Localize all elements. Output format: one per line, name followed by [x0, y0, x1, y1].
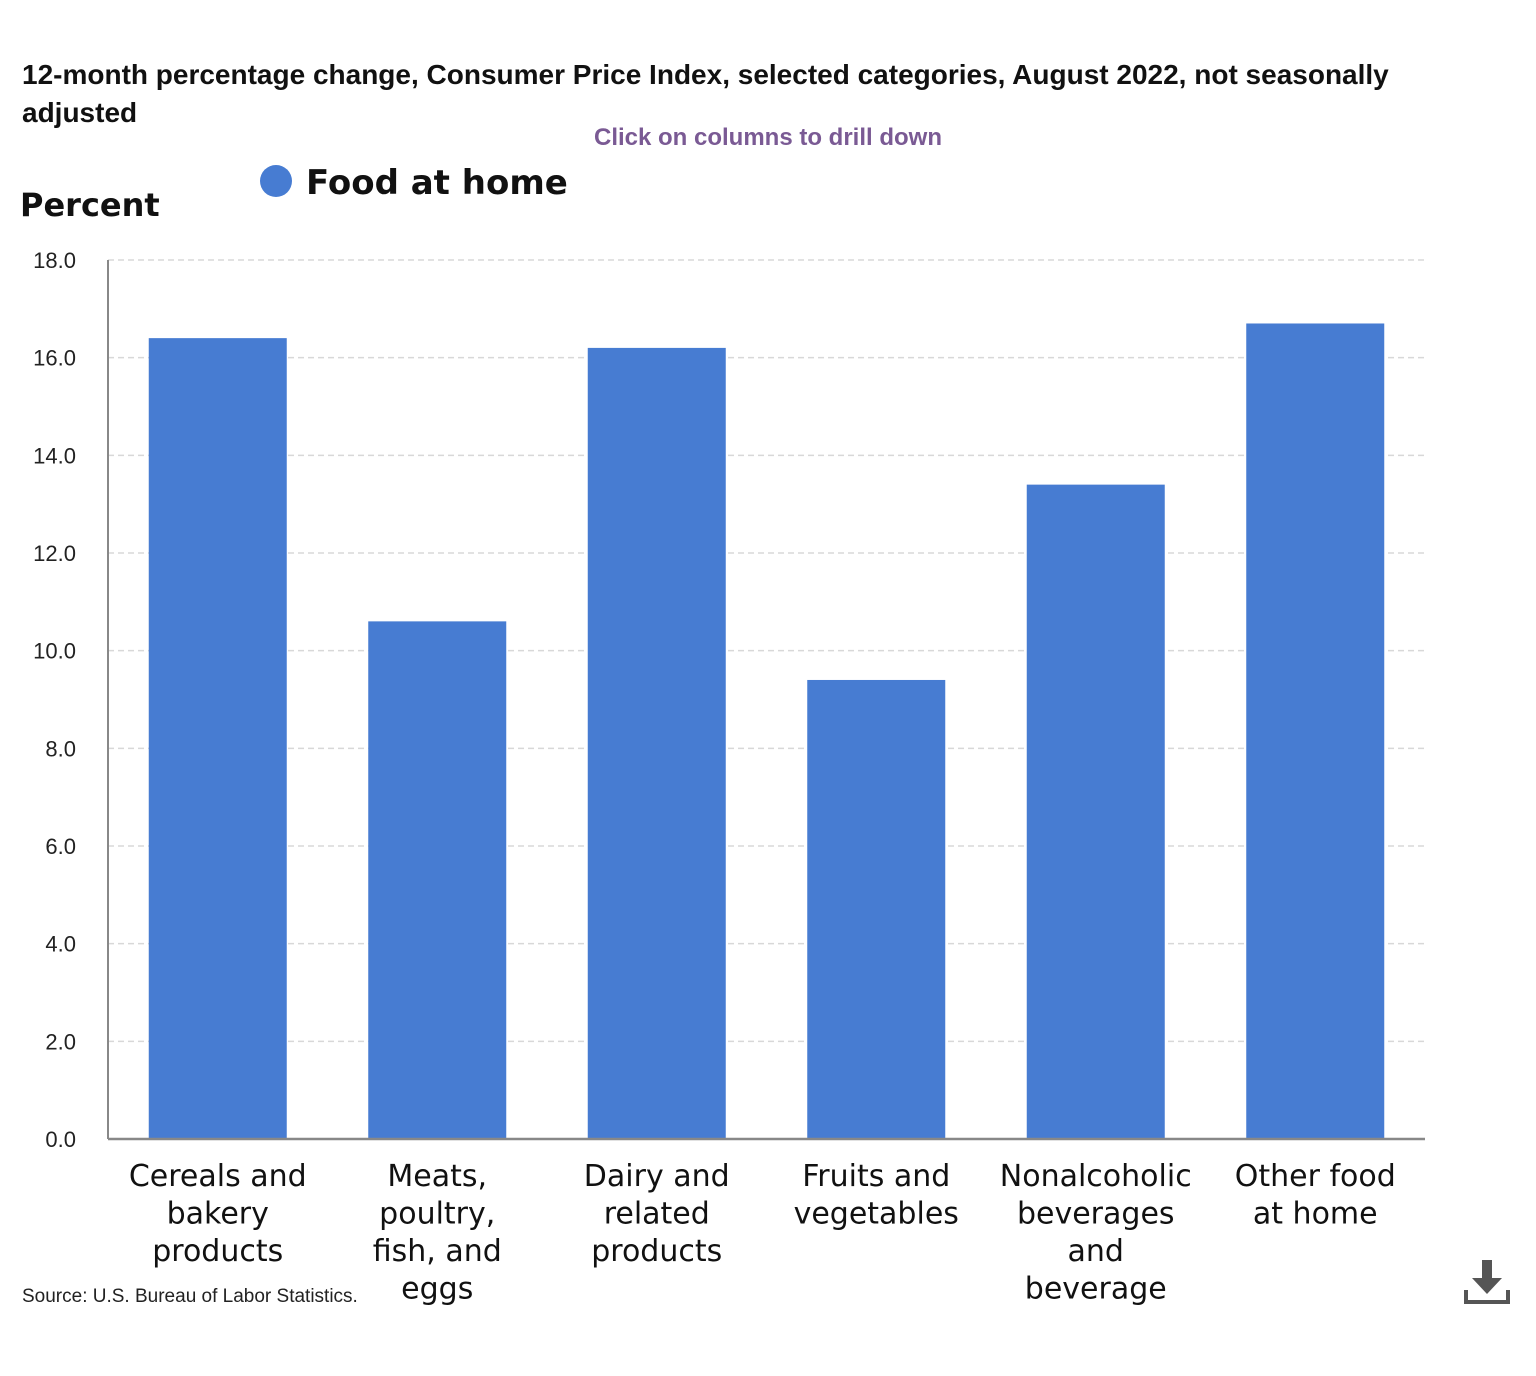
x-category-label: Meats, poultry, fish, and eggs — [373, 1159, 502, 1307]
y-tick-label: 2.0 — [45, 1029, 76, 1054]
gridlines — [108, 259, 1425, 1043]
y-tick-label: 14.0 — [33, 443, 76, 468]
download-button[interactable] — [1458, 1256, 1516, 1314]
y-tick-label: 12.0 — [33, 541, 76, 566]
bar-3[interactable] — [587, 347, 726, 1139]
x-axis-category-labels: Cereals and bakery products Meats, poultry, f… — [129, 1159, 1396, 1307]
x-category-label: Nonalcoholic beverages and beverage — [1000, 1159, 1192, 1307]
y-tick-label: 8.0 — [45, 736, 76, 761]
y-tick-label: 16.0 — [33, 346, 76, 371]
bar-4[interactable] — [807, 679, 946, 1139]
x-category-label: Dairy and related products — [584, 1159, 730, 1269]
bar-5[interactable] — [1026, 484, 1165, 1140]
y-tick-label: 4.0 — [45, 932, 76, 957]
y-tick-label: 10.0 — [33, 639, 76, 664]
x-category-label: Cereals and bakery products — [129, 1159, 307, 1269]
bar-2[interactable] — [368, 621, 507, 1139]
y-tick-label: 6.0 — [45, 834, 76, 859]
drill-down-hint[interactable]: Click on columns to drill down — [593, 124, 942, 151]
legend-label: Food at home — [306, 163, 568, 203]
y-tick-label: 18.0 — [33, 248, 76, 273]
y-axis-tick-labels: 0.0 2.0 4.0 6.0 8.0 10.0 12.0 14.0 16.0 18.0 — [33, 248, 76, 1152]
y-tick-label: 0.0 — [45, 1127, 76, 1152]
source-note: Source: U.S. Bureau of Labor Statistics. — [22, 1286, 358, 1307]
legend-marker — [260, 165, 292, 197]
x-category-label: Other food at home — [1235, 1159, 1396, 1232]
chart-title: 12-month percentage change, Consumer Pri… — [22, 59, 1389, 128]
download-icon — [1464, 1260, 1510, 1304]
y-axis-title: Percent — [20, 186, 160, 224]
x-category-label: Fruits and vegetables — [794, 1159, 959, 1232]
bar-6[interactable] — [1246, 323, 1385, 1139]
bars — [148, 323, 1385, 1140]
bar-1[interactable] — [148, 338, 287, 1140]
legend[interactable]: Food at home — [260, 163, 568, 203]
